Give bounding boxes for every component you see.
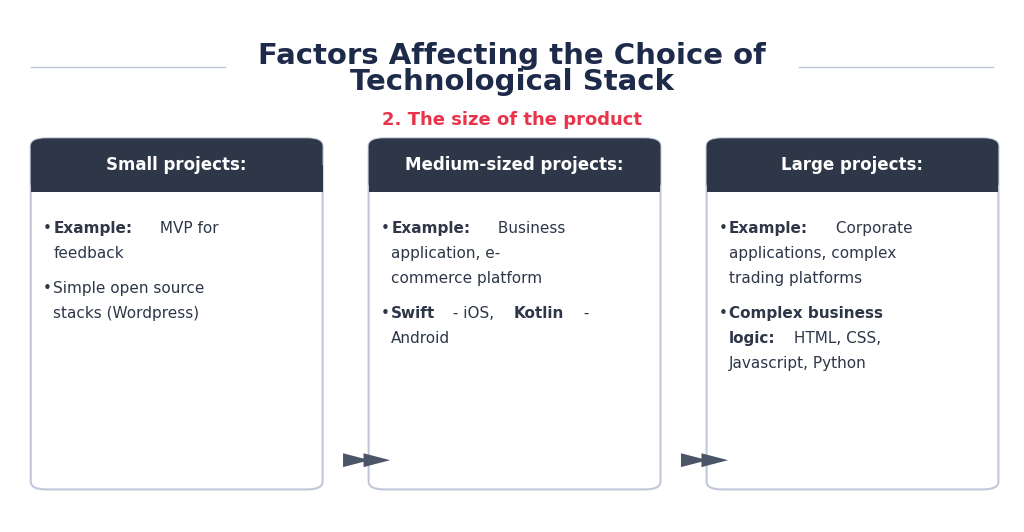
- Bar: [369, 165, 660, 192]
- FancyBboxPatch shape: [707, 138, 998, 489]
- Text: Factors Affecting the Choice of: Factors Affecting the Choice of: [258, 42, 766, 70]
- Text: Example:: Example:: [391, 221, 470, 236]
- Text: •: •: [719, 221, 728, 236]
- Text: •: •: [43, 221, 52, 236]
- Text: MVP for: MVP for: [156, 221, 219, 236]
- FancyBboxPatch shape: [31, 138, 323, 489]
- FancyBboxPatch shape: [369, 138, 660, 192]
- Text: Business: Business: [494, 221, 565, 236]
- Text: Large projects:: Large projects:: [781, 156, 924, 174]
- Text: Medium-sized projects:: Medium-sized projects:: [406, 156, 624, 174]
- Text: Swift: Swift: [391, 306, 435, 321]
- Text: applications, complex: applications, complex: [729, 246, 896, 261]
- Text: Complex business: Complex business: [729, 306, 883, 321]
- FancyBboxPatch shape: [31, 138, 323, 192]
- Text: Simple open source: Simple open source: [53, 281, 205, 296]
- Text: -: -: [579, 306, 590, 321]
- Polygon shape: [343, 453, 370, 467]
- Text: trading platforms: trading platforms: [729, 271, 862, 286]
- Text: application, e-: application, e-: [391, 246, 501, 261]
- Bar: [31, 165, 323, 192]
- Text: Small projects:: Small projects:: [106, 156, 247, 174]
- Polygon shape: [701, 453, 728, 467]
- Text: 2. The size of the product: 2. The size of the product: [382, 111, 642, 129]
- Bar: [707, 165, 998, 192]
- Text: commerce platform: commerce platform: [391, 271, 543, 286]
- Text: Technological Stack: Technological Stack: [350, 69, 674, 96]
- Text: •: •: [43, 281, 52, 296]
- Text: Corporate: Corporate: [831, 221, 912, 236]
- Text: Kotlin: Kotlin: [514, 306, 564, 321]
- Text: •: •: [381, 306, 390, 321]
- Polygon shape: [364, 453, 390, 467]
- Text: Example:: Example:: [729, 221, 808, 236]
- Text: •: •: [719, 306, 728, 321]
- Text: Javascript, Python: Javascript, Python: [729, 356, 867, 371]
- Text: Example:: Example:: [53, 221, 132, 236]
- FancyBboxPatch shape: [369, 138, 660, 489]
- Polygon shape: [681, 453, 708, 467]
- Text: logic:: logic:: [729, 331, 776, 346]
- Text: HTML, CSS,: HTML, CSS,: [790, 331, 882, 346]
- Text: stacks (Wordpress): stacks (Wordpress): [53, 306, 200, 321]
- Text: - iOS,: - iOS,: [449, 306, 500, 321]
- Text: •: •: [381, 221, 390, 236]
- FancyBboxPatch shape: [707, 138, 998, 192]
- Text: feedback: feedback: [53, 246, 124, 261]
- Text: Android: Android: [391, 331, 451, 346]
